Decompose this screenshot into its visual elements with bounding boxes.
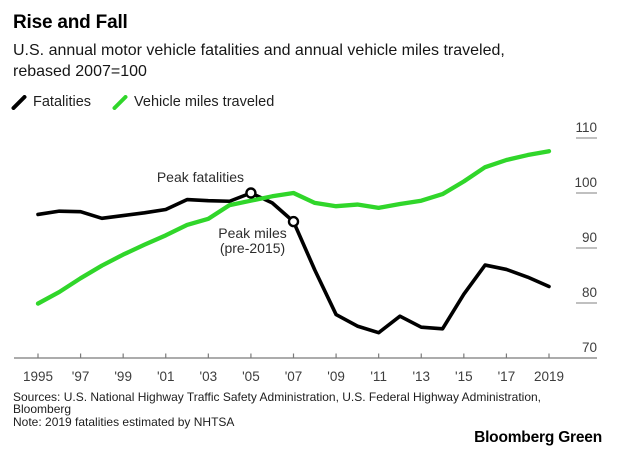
- y-axis-tick-label: 90: [582, 230, 597, 245]
- bloomberg-green-logo: Bloomberg Green: [474, 429, 602, 446]
- annotation-marker: [287, 215, 300, 228]
- x-axis-tick-label: '97: [72, 369, 90, 384]
- legend: Fatalities Vehicle miles traveled: [11, 94, 274, 110]
- x-axis-tick-label: '05: [242, 369, 260, 384]
- vmt-key-icon: [112, 94, 128, 110]
- source-note: Sources: U.S. National Highway Traffic S…: [13, 390, 542, 429]
- y-axis-tick-label: 110: [575, 120, 597, 135]
- x-axis-tick-label: '01: [157, 369, 175, 384]
- x-axis-tick-label: 1995: [23, 369, 53, 384]
- fatalities-line: [36, 191, 551, 335]
- annotation-marker: [245, 187, 257, 199]
- fatalities-key-icon: [11, 94, 27, 110]
- x-axis-tick-label: 2019: [534, 369, 564, 384]
- annotation-peak-fatalities: Peak fatalities: [156, 169, 244, 185]
- legend-item-fatalities: Fatalities: [11, 94, 91, 110]
- vehicle-miles-traveled-line: [35, 149, 552, 306]
- x-axis-tick-label: '03: [200, 369, 218, 384]
- y-axis-tick-label: 70: [582, 340, 597, 355]
- legend-item-vmt: Vehicle miles traveled: [112, 94, 274, 110]
- annotation-peak-miles: Peak miles (pre-2015): [218, 225, 287, 256]
- x-axis-tick-label: '13: [412, 369, 430, 384]
- x-axis-tick-label: '11: [370, 369, 387, 384]
- legend-label-fatalities: Fatalities: [33, 94, 92, 110]
- chart-subtitle: U.S. annual motor vehicle fatalities and…: [13, 42, 505, 80]
- y-axis-tick-label: 100: [574, 175, 597, 190]
- x-axis-tick-label: '15: [455, 369, 473, 384]
- page-title: Rise and Fall: [13, 12, 128, 33]
- legend-label-vmt: Vehicle miles traveled: [134, 94, 275, 110]
- x-axis-tick-label: '09: [327, 369, 345, 384]
- y-axis-tick-label: 80: [582, 285, 597, 300]
- x-axis-tick-label: '07: [285, 369, 303, 384]
- x-axis-tick-label: '99: [114, 369, 132, 384]
- x-axis-tick-label: '17: [498, 369, 516, 384]
